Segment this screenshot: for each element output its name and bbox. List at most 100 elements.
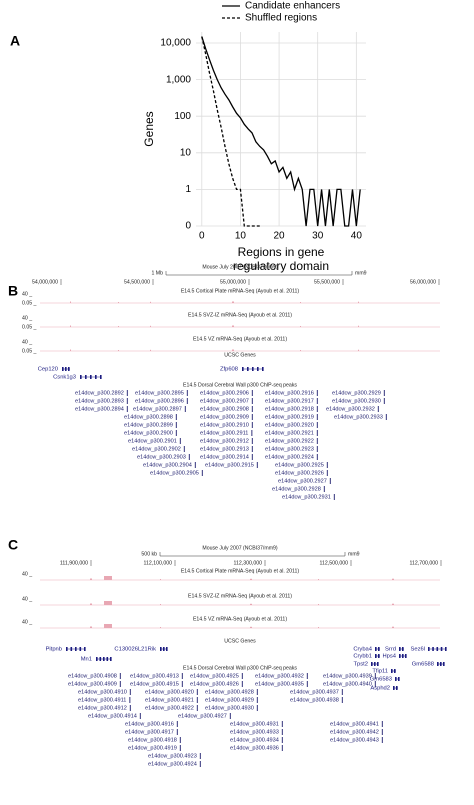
peak-label: e14dcw_p300.4933 [230,729,279,735]
peak-marker [194,462,196,468]
peak-marker [326,470,328,476]
track-signal [104,624,112,628]
y-tick-label: 1 [185,184,191,195]
track-signal [118,350,119,351]
peak-label: e14dcw_p300.2920 [265,422,314,428]
coordinate: 56,000,000 [410,279,436,285]
peak-label: e14dcw_p300.2895 [135,390,184,396]
track-min: 0.05 _ [22,348,37,354]
gene-exon [70,647,73,651]
peak-marker [256,462,258,468]
peak-marker [129,697,131,703]
peak-label: e14dcw_p300.4919 [128,745,177,751]
peak-label: e14dcw_p300.4911 [78,697,126,703]
x-axis-label: regulatory domain [233,259,329,273]
peak-marker [281,745,283,751]
y-tick-label: 100 [174,111,191,122]
gene-exon [374,662,376,666]
peak-marker [256,705,258,711]
track-signal [232,325,234,327]
gene-exon [68,367,70,371]
peak-label: e14dcw_p300.4914 [88,713,137,719]
peak-marker [139,713,141,719]
track-signal [392,626,394,628]
gene-label: Hps4 [382,654,396,660]
gene-exon [402,647,404,651]
track-signal [232,301,234,303]
peak-label: e14dcw_p300.4943 [330,737,379,743]
x-tick-label: 20 [274,231,286,242]
track-min: 0.05 _ [22,300,37,306]
y-tick-label: 1,000 [166,74,191,85]
peak-marker [316,390,318,396]
gene-exon [391,669,393,673]
scale-bar [165,271,353,276]
peak-marker [129,705,131,711]
gene-exon [398,677,400,681]
peak-label: e14dcw_p300.2922 [265,438,314,444]
track-signal [300,302,301,303]
peak-marker [281,729,283,735]
peak-label: e14dcw_p300.2923 [265,446,314,452]
peak-label: e14dcw_p300.2928 [272,486,321,492]
peak-marker [316,398,318,404]
peak-marker [329,478,331,484]
peak-marker [251,454,253,460]
assembly-title: Mouse July 2007 (NCBI37/mm9) [202,264,278,270]
track-label: E14.5 SVZ-IZ mRNA-Seq (Ayoub et al. 2011… [188,593,292,599]
gene-label: Srrd [385,647,396,653]
gene-exon [110,657,112,661]
legend-label: Shuffled regions [245,13,317,24]
gene-exon [378,654,380,658]
track-signal [392,578,394,580]
gene-label: Gm6583 [370,677,392,683]
legend-label: Candidate enhancers [245,1,340,12]
gene-exon [262,367,264,371]
gene-exon [432,647,434,651]
track-signal [318,604,319,605]
peak-marker [179,745,181,751]
track-signal [150,349,151,351]
track-signal [118,326,119,327]
track-signal [160,604,161,605]
scale-bar [159,552,346,557]
peak-label: e14dcw_p300.2904 [143,462,192,468]
peak-marker [119,673,121,679]
peak-marker [126,390,128,396]
gene-exon [440,647,443,651]
peak-marker [196,697,198,703]
coordinate: 55,000,000 [220,279,246,285]
peak-label: e14dcw_p300.2931 [282,494,331,500]
gene-exon [252,367,254,371]
track-signal [104,601,112,605]
peak-marker [381,721,383,727]
peak-marker [383,398,385,404]
gene-exon [396,686,398,690]
gene-exon [166,647,168,651]
gene-exon [395,677,397,681]
gene-exon [160,647,162,651]
peak-marker [377,406,379,412]
peak-label: e14dcw_p300.2913 [200,446,249,452]
gene-exon [95,375,97,379]
peak-marker [323,486,325,492]
peak-label: e14dcw_p300.4912 [78,705,127,711]
gene-exon [79,647,82,651]
gene-exon [405,654,407,658]
gene-label: Tfip11 [372,669,388,675]
peak-label: e14dcw_p300.4917 [125,729,174,735]
track-signal [358,325,359,327]
peak-marker [341,697,343,703]
peak-marker [316,430,318,436]
coordinate: 112,100,000 [144,560,173,566]
gene-exon [437,662,439,666]
peak-marker [179,737,181,743]
gene-label: Csnk1g3 [53,375,76,381]
gene-exon [80,375,82,379]
gene-exon [428,647,430,651]
peak-marker [251,398,253,404]
peak-label: e14dcw_p300.4929 [205,697,254,703]
peak-label: e14dcw_p300.4938 [290,697,339,703]
peak-label: e14dcw_p300.4937 [290,689,339,695]
